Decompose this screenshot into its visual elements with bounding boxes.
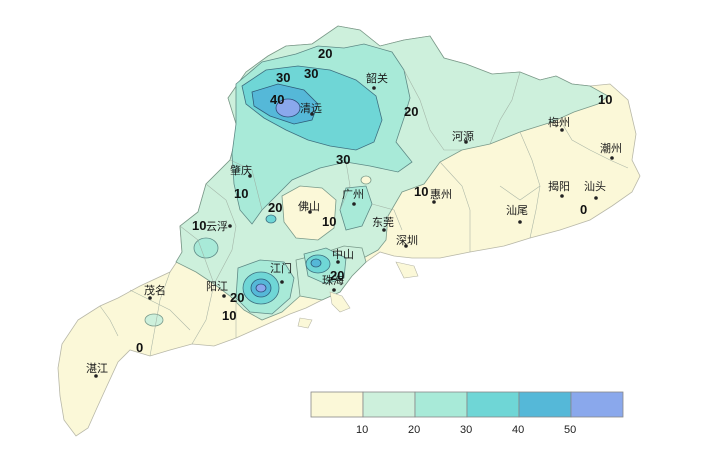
city-foshan: 佛山 (298, 200, 320, 214)
city-yunfu: 云浮 (206, 220, 232, 233)
city-huizhou: 惠州 (430, 187, 452, 204)
city-jieyang: 揭阳 (548, 179, 570, 198)
rain-core-jiangmen-50 (255, 283, 267, 293)
city-zhuhai: 珠海 (322, 273, 344, 292)
city-label: 肇庆 (230, 163, 252, 177)
rain-pocket-yunfu (193, 237, 219, 259)
city-shaoguan: 韶关 (366, 71, 388, 90)
city-label: 揭阳 (548, 179, 570, 193)
city-label: 韶关 (366, 71, 388, 85)
contour-label: 30 (304, 66, 318, 81)
legend: 10 20 30 40 50 (310, 391, 624, 436)
legend-swatch (310, 391, 364, 418)
city-label: 云浮 (206, 220, 228, 233)
city-guangzhou: 广州 (342, 188, 364, 206)
city-zhaoqing: 肇庆 (230, 163, 252, 178)
city-jiangmen: 江门 (270, 261, 292, 284)
contour-label: 10 (414, 184, 428, 199)
coast-islands (297, 261, 419, 329)
legend-swatch (466, 391, 520, 418)
city-label: 广州 (342, 188, 364, 201)
legend-tick: 10 (356, 424, 368, 436)
contour-label: 20 (230, 290, 244, 305)
city-label: 东莞 (372, 216, 394, 229)
contour-label: 10 (222, 308, 236, 323)
contour-label: 40 (270, 92, 284, 107)
city-label: 阳江 (206, 280, 228, 293)
contour-labels: 20 30 30 40 20 30 10 10 20 10 10 10 20 2… (136, 46, 612, 355)
city-label: 汕头 (584, 180, 606, 193)
city-shanwei: 汕尾 (506, 204, 528, 224)
rain-pocket-maoming (144, 313, 164, 327)
city-dongguan: 东莞 (372, 216, 394, 232)
contour-label: 20 (268, 200, 282, 215)
city-shenzhen: 深圳 (396, 234, 418, 248)
city-label: 清远 (300, 102, 322, 115)
city-qingyuan: 清远 (300, 102, 322, 116)
legend-tick: 40 (512, 424, 524, 436)
contour-label: 20 (330, 268, 344, 283)
rain-core-zhongshan-40 (310, 258, 322, 268)
city-label: 汕尾 (506, 204, 528, 217)
city-zhanjiang: 湛江 (86, 362, 108, 378)
city-label: 梅州 (548, 115, 570, 129)
city-layer: 韶关 清远 河源 梅州 潮州 肇庆 广州 惠州 揭阳 汕头 佛山 云浮 东莞 汕… (86, 71, 622, 378)
city-label: 佛山 (298, 200, 320, 213)
city-maoming: 茂名 (144, 283, 166, 300)
contour-label: 0 (136, 340, 143, 355)
legend-tick: 20 (408, 424, 420, 436)
city-yangjiang: 阳江 (206, 280, 228, 298)
city-label: 江门 (270, 261, 292, 275)
rain-core-50 (275, 98, 301, 118)
contour-label: 30 (276, 70, 290, 85)
city-heyuan: 河源 (452, 129, 474, 144)
city-label: 河源 (452, 129, 474, 143)
city-label: 深圳 (396, 234, 418, 247)
legend-swatch (414, 391, 468, 418)
contour-label: 20 (318, 46, 332, 61)
contour-label: 10 (234, 186, 248, 201)
contour-label: 30 (336, 152, 350, 167)
contour-label: 10 (598, 92, 612, 107)
city-label: 湛江 (86, 362, 108, 375)
city-chaozhou: 潮州 (600, 141, 622, 160)
contour-label: 20 (404, 104, 418, 119)
city-label: 中山 (332, 248, 354, 261)
rain-pocket-foshan-30 (265, 214, 277, 224)
city-label: 茂名 (144, 283, 166, 297)
city-label: 潮州 (600, 141, 622, 155)
city-zhongshan: 中山 (332, 248, 354, 264)
city-meizhou: 梅州 (548, 115, 570, 132)
legend-swatch (570, 391, 624, 418)
contour-label: 10 (322, 214, 336, 229)
legend-swatch (518, 391, 572, 418)
city-label: 惠州 (430, 187, 452, 201)
city-shantou: 汕头 (584, 180, 606, 200)
dry-pocket-guangzhou (360, 175, 372, 185)
legend-tick: 30 (460, 424, 472, 436)
legend-tick: 50 (564, 424, 576, 436)
legend-swatch (362, 391, 416, 418)
contour-label: 10 (192, 218, 206, 233)
prefecture-boundaries (99, 69, 629, 357)
contour-label: 0 (580, 202, 587, 217)
city-label: 珠海 (322, 273, 344, 287)
